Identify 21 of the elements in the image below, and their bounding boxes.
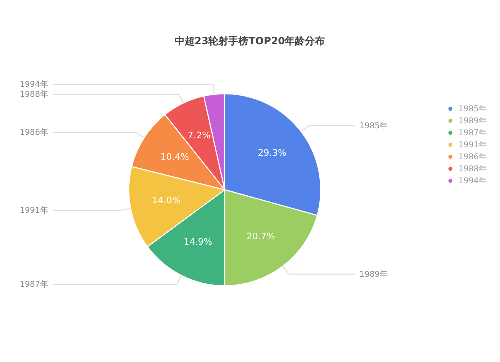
legend-label: 1994年 xyxy=(458,176,487,186)
data-label: 14.9% xyxy=(184,238,213,248)
data-label: 7.2% xyxy=(188,131,212,142)
data-label: 10.4% xyxy=(160,152,190,163)
legend-label: 1986年 xyxy=(458,152,487,162)
slice-label: 1986年 xyxy=(20,128,48,138)
slice-label: 1985年 xyxy=(360,121,388,130)
chart-title: 中超23轮射手榜TOP20年龄分布 xyxy=(174,36,326,48)
legend-label: 1987年 xyxy=(458,128,487,138)
data-label: 14.0% xyxy=(152,196,182,207)
data-label: 20.7% xyxy=(246,232,276,242)
slice-label: 1991年 xyxy=(20,206,48,216)
legend-label: 1989年 xyxy=(458,116,487,126)
legend-label: 1985年 xyxy=(458,104,487,114)
slice-label: 1994年 xyxy=(20,80,48,90)
slice-label: 1988年 xyxy=(20,90,48,100)
slice-label: 1989年 xyxy=(360,270,388,279)
data-label: 29.3% xyxy=(258,148,288,159)
legend-label: 1988年 xyxy=(458,164,487,174)
legend-label: 1991年 xyxy=(458,140,487,150)
slice-label: 1987年 xyxy=(20,280,48,290)
